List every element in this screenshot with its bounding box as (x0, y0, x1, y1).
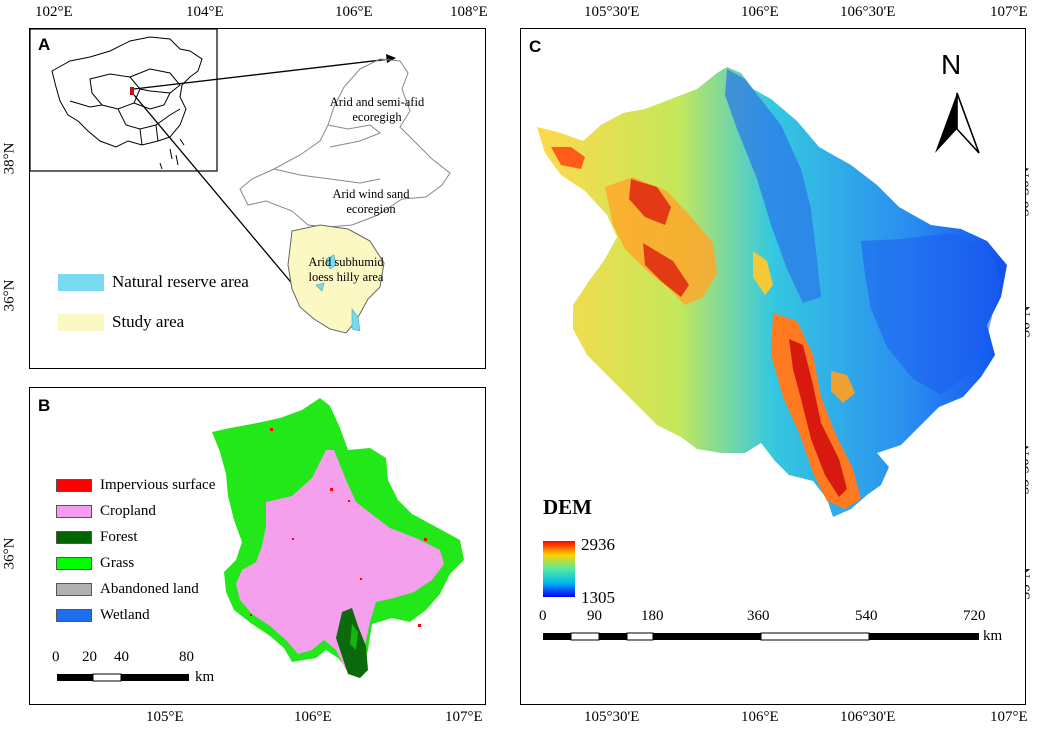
tick-a-left-38: 38°N (1, 142, 18, 175)
china-map (51, 36, 203, 170)
panel-a-map (30, 29, 451, 334)
legend-swatch-wetland (56, 609, 92, 622)
tick-a-top-108: 108°E (450, 4, 488, 20)
legend-swatch-reserve (58, 273, 104, 291)
legend-label-study: Study area (112, 312, 185, 331)
tick-a-top-102: 102°E (35, 4, 73, 20)
legend-label-cropland: Cropland (100, 503, 156, 519)
tick-c-top-2: 106°E (741, 4, 779, 20)
scale-c-label-540: 540 (855, 608, 878, 624)
dem-terrain (537, 67, 1007, 517)
tick-b-left-36: 36°N (1, 537, 18, 570)
tick-c-bottom-3: 106°30'E (840, 709, 896, 725)
scale-c-label-180: 180 (641, 608, 664, 624)
legend-b-wetland: Wetland (56, 607, 150, 624)
legend-swatch-grass (56, 557, 92, 570)
scale-b-label-0: 0 (52, 649, 60, 665)
inset-box (30, 29, 218, 172)
panel-b-landuse-map (57, 398, 464, 682)
tick-b-bottom-105: 105°E (146, 709, 184, 725)
legend-b-abandoned: Abandoned land (56, 581, 199, 598)
legend-label-abandoned: Abandoned land (100, 581, 199, 597)
legend-swatch-abandoned (56, 583, 92, 596)
ecoregion-outline (239, 58, 451, 228)
north-label: N (941, 49, 962, 80)
legend-swatch-cropland (56, 505, 92, 518)
scale-b-label-20: 20 (82, 649, 97, 665)
scale-c-unit: km (983, 628, 1003, 644)
legend-label-grass: Grass (100, 555, 135, 571)
legend-b-forest: Forest (56, 529, 138, 546)
region-label-wind-sand: Arid wind sand ecoregion (332, 187, 410, 216)
dem-color-bar (543, 541, 575, 597)
tick-a-left-36: 36°N (1, 279, 18, 312)
tick-c-bottom-2: 106°E (741, 709, 779, 725)
legend-b-cropland: Cropland (56, 503, 156, 520)
legend-a-study: Study area (58, 312, 184, 332)
legend-label-impervious: Impervious surface (100, 477, 216, 493)
tick-b-bottom-106: 106°E (294, 709, 332, 725)
tick-a-top-104: 104°E (186, 4, 224, 20)
dem-max-label: 2936 (581, 535, 615, 554)
panel-c: C (520, 28, 1026, 705)
landuse-impervious (250, 428, 427, 627)
legend-label-wetland: Wetland (100, 607, 150, 623)
scale-c-label-720: 720 (963, 608, 986, 624)
legend-label-forest: Forest (100, 529, 138, 545)
legend-b-grass: Grass (56, 555, 134, 572)
dem-title: DEM (543, 495, 592, 519)
panel-c-dem-map (537, 67, 1007, 641)
scale-c-label-0: 0 (539, 608, 547, 624)
tick-a-top-106: 106°E (335, 4, 373, 20)
panel-a-letter: A (38, 35, 51, 54)
dem-min-label: 1305 (581, 588, 615, 607)
panel-b: B Impervious surface Cropland Fores (29, 387, 486, 705)
panel-c-letter: C (529, 37, 542, 56)
panel-b-letter: B (38, 396, 51, 415)
scale-b-label-40: 40 (114, 649, 129, 665)
landuse-cropland (236, 450, 444, 670)
panel-a: A Arid and semi-afid (29, 28, 486, 369)
scale-b-unit: km (195, 669, 215, 685)
legend-swatch-impervious (56, 479, 92, 492)
tick-c-top-3: 106°30'E (840, 4, 896, 20)
scale-c-label-90: 90 (587, 608, 602, 624)
north-arrow-icon (935, 92, 980, 154)
tick-b-bottom-107: 107°E (445, 709, 483, 725)
tick-c-top-1: 105°30'E (584, 4, 640, 20)
legend-label-reserve: Natural reserve area (112, 272, 249, 291)
legend-a-reserve: Natural reserve area (58, 272, 249, 292)
region-label-arid-semi: Arid and semi-afid ecoregigh (329, 95, 425, 124)
scale-bar-c (543, 632, 979, 641)
legend-swatch-forest (56, 531, 92, 544)
scale-c-label-360: 360 (747, 608, 770, 624)
region-label-loess: Arid subhumid loess hilly area (308, 255, 384, 284)
tick-c-bottom-1: 105°30'E (584, 709, 640, 725)
scale-b-label-80: 80 (179, 649, 194, 665)
study-location-marker (130, 87, 134, 95)
tick-c-bottom-4: 107°E (990, 709, 1028, 725)
legend-swatch-study (58, 313, 104, 331)
legend-b-impervious: Impervious surface (56, 477, 215, 494)
tick-c-top-4: 107°E (990, 4, 1028, 20)
scale-bar-b (57, 673, 189, 682)
natural-reserve-shape (315, 254, 361, 332)
